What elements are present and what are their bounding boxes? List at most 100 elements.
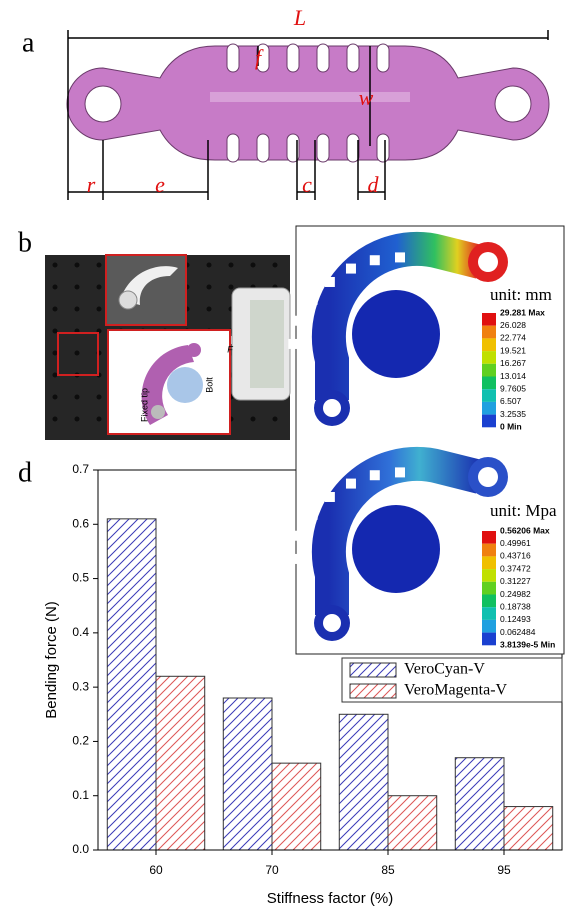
fea-tooth — [307, 509, 318, 520]
y-tick-label: 0.0 — [72, 842, 89, 856]
y-tick-label: 0.1 — [72, 788, 89, 802]
fea-tooth — [295, 315, 306, 326]
colorbar-label: 3.2535 — [500, 409, 526, 419]
part-slot — [346, 43, 360, 73]
fea-arc — [311, 446, 485, 615]
photo-hole — [74, 394, 80, 400]
photo-hole — [52, 306, 58, 312]
colorbar-label: 0.37472 — [500, 563, 531, 573]
part-slot — [376, 133, 390, 163]
colorbar-label: 0.49961 — [500, 538, 531, 548]
legend-label: VeroCyan-V — [404, 661, 485, 678]
fea-tooth — [324, 491, 335, 502]
photo-hole — [228, 262, 234, 268]
panel-label: b — [18, 227, 32, 258]
y-tick-label: 0.6 — [72, 516, 89, 530]
fea-tooth — [288, 338, 299, 349]
part-slot — [316, 43, 330, 73]
x-tick-label: 70 — [265, 863, 279, 877]
photo-label: F — [227, 344, 233, 354]
bar — [271, 762, 322, 851]
dimension-label: f — [255, 45, 264, 70]
fea-bolt — [352, 290, 440, 378]
x-tick-label: 85 — [381, 863, 395, 877]
fea-tooth — [345, 478, 356, 489]
fea-tooth — [307, 294, 318, 305]
bar — [338, 713, 389, 851]
x-tick-label: 60 — [149, 863, 163, 877]
fea-tooth — [369, 255, 380, 266]
photo-hole — [96, 284, 102, 290]
panel-label: a — [22, 27, 35, 58]
part-slot — [226, 43, 240, 73]
inset-arc — [141, 345, 194, 425]
photo-hole — [250, 416, 256, 422]
legend-swatch — [349, 683, 397, 699]
photo-hole — [272, 416, 278, 422]
colorbar-label: 29.281 Max — [500, 307, 545, 317]
y-tick-label: 0.5 — [72, 571, 89, 585]
dimension-label: w — [359, 85, 374, 110]
fea-tooth — [295, 530, 306, 541]
photo-hole — [52, 394, 58, 400]
bar — [155, 675, 206, 851]
photo-hole — [74, 306, 80, 312]
photo-hole — [52, 284, 58, 290]
dimension-label: d — [368, 172, 380, 197]
colorbar-swatch — [482, 569, 496, 582]
photo-hole — [96, 306, 102, 312]
fea-arc — [311, 231, 485, 400]
legend-label: VeroMagenta-V — [404, 682, 508, 699]
colorbar-label: 19.521 — [500, 345, 526, 355]
photo-hole — [206, 284, 212, 290]
dimension-label: e — [155, 172, 165, 197]
colorbar-swatch — [482, 389, 496, 402]
colorbar-swatch — [482, 351, 496, 364]
fea-tooth — [395, 252, 405, 263]
inset-bolt — [118, 290, 138, 310]
photo-hole — [52, 328, 58, 334]
y-tick-label: 0.3 — [72, 679, 89, 693]
colorbar-label: 0.062484 — [500, 627, 536, 637]
fea-bolt — [352, 505, 440, 593]
colorbar-swatch — [482, 581, 496, 595]
inset-bolt — [167, 367, 203, 403]
x-axis-label: Stiffness factor (%) — [267, 890, 393, 907]
bar — [454, 757, 505, 851]
legend-swatch — [349, 662, 397, 678]
gauge-screen — [250, 300, 284, 388]
fea-tooth — [395, 467, 405, 478]
y-axis-label: Bending force (N) — [43, 601, 60, 719]
colorbar-swatch — [482, 543, 496, 557]
part-body — [66, 45, 550, 161]
fea-tooth — [369, 470, 380, 481]
colorbar-swatch — [482, 313, 496, 326]
y-tick-label: 0.7 — [72, 462, 89, 476]
x-tick-label: 95 — [497, 863, 511, 877]
colorbar-swatch — [482, 414, 496, 428]
colorbar-swatch — [482, 632, 496, 646]
bar — [222, 697, 273, 851]
colorbar-swatch — [482, 363, 496, 377]
inset-tip — [151, 405, 165, 419]
photo-hole — [52, 416, 58, 422]
colorbar-label: 0 Min — [500, 422, 522, 432]
colorbar-label: 16.267 — [500, 358, 526, 368]
colorbar-label: 9.7605 — [500, 383, 526, 393]
colorbar-label: 0.31227 — [500, 576, 531, 586]
part-highlight — [210, 92, 410, 102]
bar — [503, 806, 554, 851]
part-slot — [226, 133, 240, 163]
part-slot — [376, 43, 390, 73]
colorbar-label: 26.028 — [500, 320, 526, 330]
colorbar-label: 13.014 — [500, 371, 526, 381]
part-slot — [346, 133, 360, 163]
dimension-label: c — [302, 172, 312, 197]
part-slot — [256, 133, 270, 163]
photo-hole — [206, 306, 212, 312]
photo-hole — [228, 284, 234, 290]
colorbar-swatch — [482, 607, 496, 620]
colorbar-label: 0.24982 — [500, 589, 531, 599]
small-box — [57, 332, 99, 376]
